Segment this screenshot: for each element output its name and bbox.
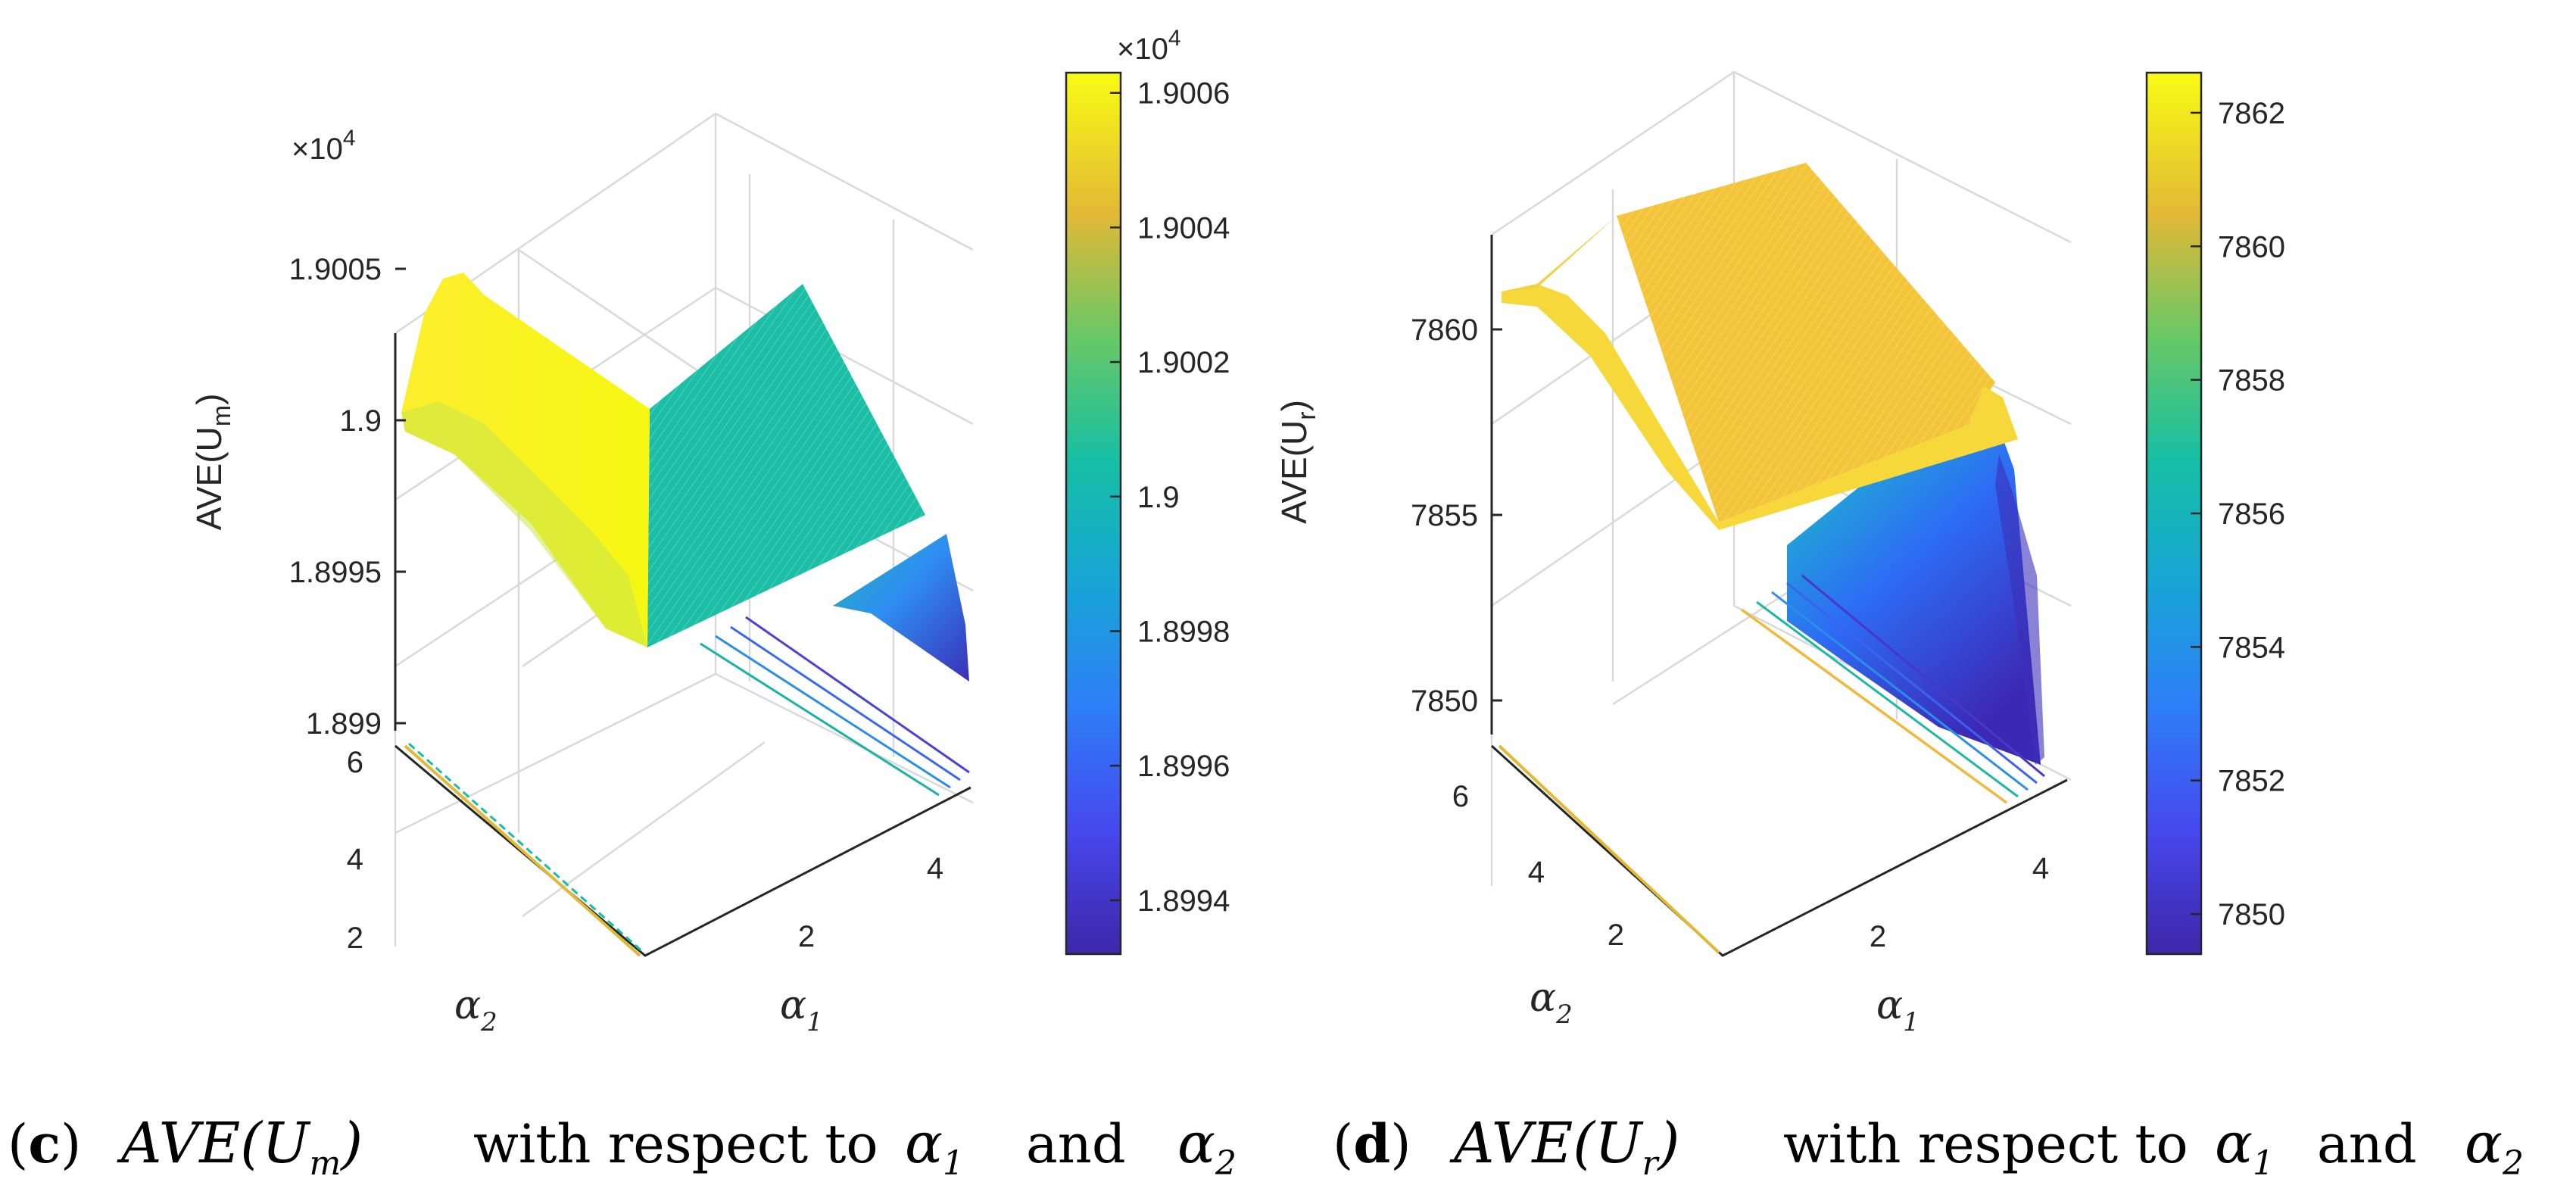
panel-d-z-label: AVE(Ur) <box>1274 400 1321 524</box>
colorbar-tick-label: 1.9006 <box>1137 77 1230 111</box>
panel-d-x-label: α1 <box>1876 983 1920 1037</box>
panel-d-colorbar-ticks: 7850 7852 7854 7856 7858 7860 7862 <box>2191 97 2285 931</box>
panel-c-y-tick: 6 <box>347 746 363 779</box>
caption-d-alpha1: α1 <box>2215 1111 2274 1183</box>
svg-text:AVE(Ur): AVE(Ur) <box>1274 400 1321 524</box>
panel-c-contour <box>745 616 970 774</box>
panel-d-contour <box>1771 591 2029 791</box>
caption-d-alpha2: α2 <box>2465 1111 2524 1183</box>
panel-c: 1.899 1.8995 1.9 1.9005 ×104 6 4 2 2 4 AVE(… <box>189 26 1230 1037</box>
caption-c-alpha1: α1 <box>905 1111 964 1183</box>
panel-c-z-exponent: ×104 <box>292 126 356 166</box>
panel-d-y-tick: 6 <box>1452 780 1469 813</box>
caption-c-text2: and <box>1026 1113 1126 1175</box>
colorbar-tick-label: 7856 <box>2218 498 2285 531</box>
caption-d: (d) AVE(Ur) with respect to α1 and α2 <box>1333 1111 2524 1183</box>
colorbar-tick-label: 7854 <box>2218 631 2285 664</box>
caption-c-label: c <box>28 1112 61 1175</box>
caption-d-label: d <box>1353 1112 1390 1175</box>
z-tick-label: 7860 <box>1411 313 1478 347</box>
panel-d-contour <box>1740 608 2008 804</box>
z-tick-label: 1.9005 <box>289 253 382 286</box>
panel-c-contour <box>730 625 961 781</box>
panel-d: 7850 7855 7860 6 4 2 2 4 AVE(Ur) α2 α1 785… <box>1274 70 2285 1037</box>
panel-d-slope-face <box>1787 386 2041 765</box>
panel-c-y-tick: 2 <box>347 922 363 955</box>
panel-d-contour <box>1786 582 2038 784</box>
z-tick-label: 7850 <box>1411 685 1478 718</box>
colorbar-tick-label: 1.8996 <box>1137 750 1230 783</box>
colorbar-tick-label: 7852 <box>2218 765 2285 798</box>
panel-c-colorbar <box>1065 71 1122 956</box>
panel-c-colorbar-ticks: 1.8994 1.8996 1.8998 1.9 1.9002 1.9004 1.9006 <box>1110 77 1230 918</box>
colorbar-tick-label: 7850 <box>2218 898 2285 931</box>
panel-d-y-label: α2 <box>1530 975 1573 1030</box>
panel-c-z-label: AVE(Um) <box>189 394 236 531</box>
z-tick-label: 1.899 <box>306 707 382 741</box>
panel-d-z-ticks: 7850 7855 7860 <box>1411 313 1502 718</box>
panel-c-base-axes <box>395 744 971 957</box>
caption-d-text1: with respect to <box>1783 1113 2188 1175</box>
panel-c-colorbar-exponent: ×104 <box>1117 26 1181 66</box>
panel-c-z-ticks: 1.899 1.8995 1.9 1.9005 <box>289 253 406 741</box>
caption-c-formula: AVE(Um) <box>117 1111 363 1183</box>
colorbar-tick-label: 1.9 <box>1137 481 1180 514</box>
colorbar-tick-label: 7862 <box>2218 97 2285 130</box>
caption-d-text2: and <box>2317 1113 2417 1175</box>
panel-c-contour <box>408 742 644 954</box>
panel-c-contour <box>404 744 641 957</box>
panel-d-yellow-plateau <box>1617 163 1995 522</box>
svg-text:(c): (c) <box>8 1112 81 1175</box>
panel-d-x-tick: 2 <box>1870 920 1886 953</box>
colorbar-tick-label: 1.9004 <box>1137 211 1230 245</box>
panel-d-ridge-top <box>1502 216 1617 292</box>
caption-c-alpha2: α2 <box>1177 1111 1237 1183</box>
panel-c-contour <box>715 635 951 789</box>
panel-c-ridge-shadow <box>401 401 647 647</box>
colorbar-tick-label: 1.9002 <box>1137 346 1230 379</box>
colorbar-tick-label: 1.8998 <box>1137 615 1230 648</box>
caption-d-formula: AVE(Ur) <box>1449 1111 1679 1183</box>
z-tick-label: 1.9 <box>339 404 382 438</box>
panel-d-ridge-edge <box>1502 284 2018 530</box>
panel-c-y-label: α2 <box>454 983 497 1037</box>
caption-c: (c) AVE(Um) with respect to α1 and α2 <box>8 1111 1237 1183</box>
panel-c-slope-face <box>833 534 969 682</box>
panel-d-contour <box>1498 744 1720 954</box>
panel-d-y-tick: 4 <box>1528 856 1545 889</box>
svg-text:(d): (d) <box>1333 1112 1411 1175</box>
panel-c-y-tick: 4 <box>347 843 363 876</box>
panel-c-x-label: α1 <box>780 983 823 1037</box>
panel-d-contour <box>1801 574 2045 778</box>
panel-d-y-tick: 2 <box>1608 919 1624 952</box>
caption-c-paren-open: ( <box>8 1113 28 1175</box>
panel-c-surface <box>401 273 970 957</box>
panel-c-teal-plateau <box>647 284 925 647</box>
panel-d-surface <box>1498 163 2045 954</box>
colorbar-tick-label: 7858 <box>2218 364 2285 398</box>
panel-c-contour <box>700 642 940 797</box>
panel-d-x-tick: 4 <box>2032 852 2049 885</box>
panel-c-x-tick: 2 <box>798 920 815 953</box>
colorbar-tick-label: 7860 <box>2218 230 2285 264</box>
svg-text:AVE(Um): AVE(Um) <box>189 394 236 531</box>
z-tick-label: 1.8995 <box>289 556 382 589</box>
panel-d-contour <box>1756 600 2019 798</box>
panel-c-x-tick: 4 <box>927 852 943 885</box>
caption-c-text1: with respect to <box>473 1113 878 1175</box>
z-tick-label: 7855 <box>1411 499 1478 532</box>
panel-d-slope-edge <box>1995 454 2044 765</box>
colorbar-tick-label: 1.8994 <box>1137 884 1230 918</box>
panel-d-base-axes <box>1490 744 2068 957</box>
caption-c-paren-close: ) <box>61 1113 81 1175</box>
